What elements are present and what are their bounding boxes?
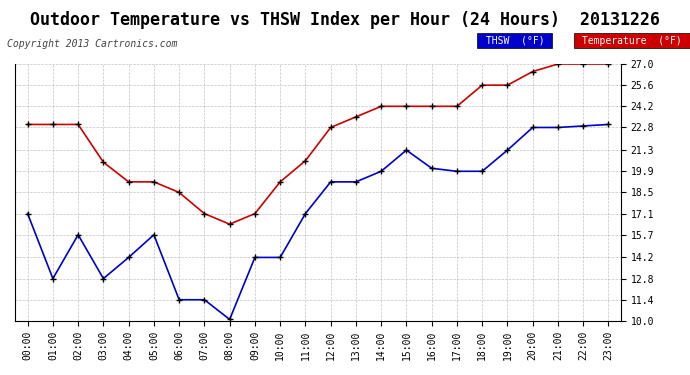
Text: Temperature  (°F): Temperature (°F) xyxy=(576,36,688,46)
Text: THSW  (°F): THSW (°F) xyxy=(480,36,550,46)
Text: Outdoor Temperature vs THSW Index per Hour (24 Hours)  20131226: Outdoor Temperature vs THSW Index per Ho… xyxy=(30,11,660,29)
Text: Copyright 2013 Cartronics.com: Copyright 2013 Cartronics.com xyxy=(7,39,177,50)
